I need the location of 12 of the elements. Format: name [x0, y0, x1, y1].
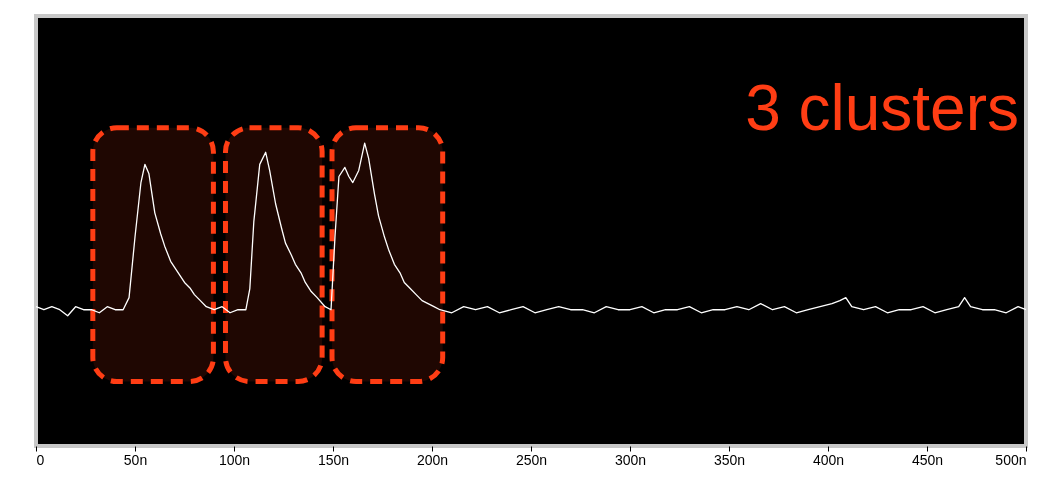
x-tick-label: 400n — [812, 451, 845, 468]
x-tick-label: 250n — [515, 451, 548, 468]
x-tick-label: 100n — [218, 451, 251, 468]
x-tick-label: 0 — [36, 451, 45, 468]
x-tick-label: 150n — [317, 451, 350, 468]
x-tick-label: 450n — [911, 451, 944, 468]
annotation: 3 clusters — [745, 72, 1019, 144]
x-tick-label: 300n — [614, 451, 647, 468]
x-tick-label: 200n — [416, 451, 449, 468]
x-tick-label: 50n — [123, 451, 148, 468]
x-tick-label: 500n — [995, 451, 1027, 468]
x-tick-label: 350n — [713, 451, 746, 468]
